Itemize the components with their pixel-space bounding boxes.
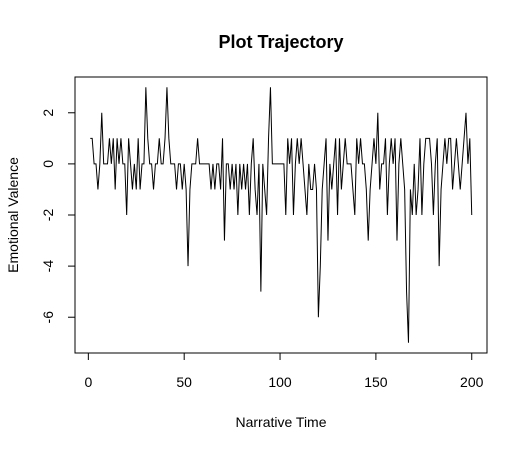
- y-tick-label: -6: [40, 311, 56, 324]
- x-tick-label: 200: [460, 374, 484, 390]
- x-tick-label: 100: [268, 374, 292, 390]
- x-axis-label: Narrative Time: [235, 414, 326, 430]
- x-tick-label: 0: [84, 374, 92, 390]
- trajectory-line: [90, 87, 473, 343]
- y-tick-label: -2: [40, 209, 56, 222]
- x-tick-label: 50: [176, 374, 192, 390]
- y-tick-label: 0: [40, 160, 56, 168]
- y-tick-label: 2: [40, 109, 56, 117]
- x-tick-label: 150: [364, 374, 388, 390]
- y-tick-label: -4: [40, 260, 56, 273]
- chart-title: Plot Trajectory: [218, 32, 343, 52]
- plot-box: [74, 76, 488, 354]
- y-axis-label: Emotional Valence: [5, 157, 21, 273]
